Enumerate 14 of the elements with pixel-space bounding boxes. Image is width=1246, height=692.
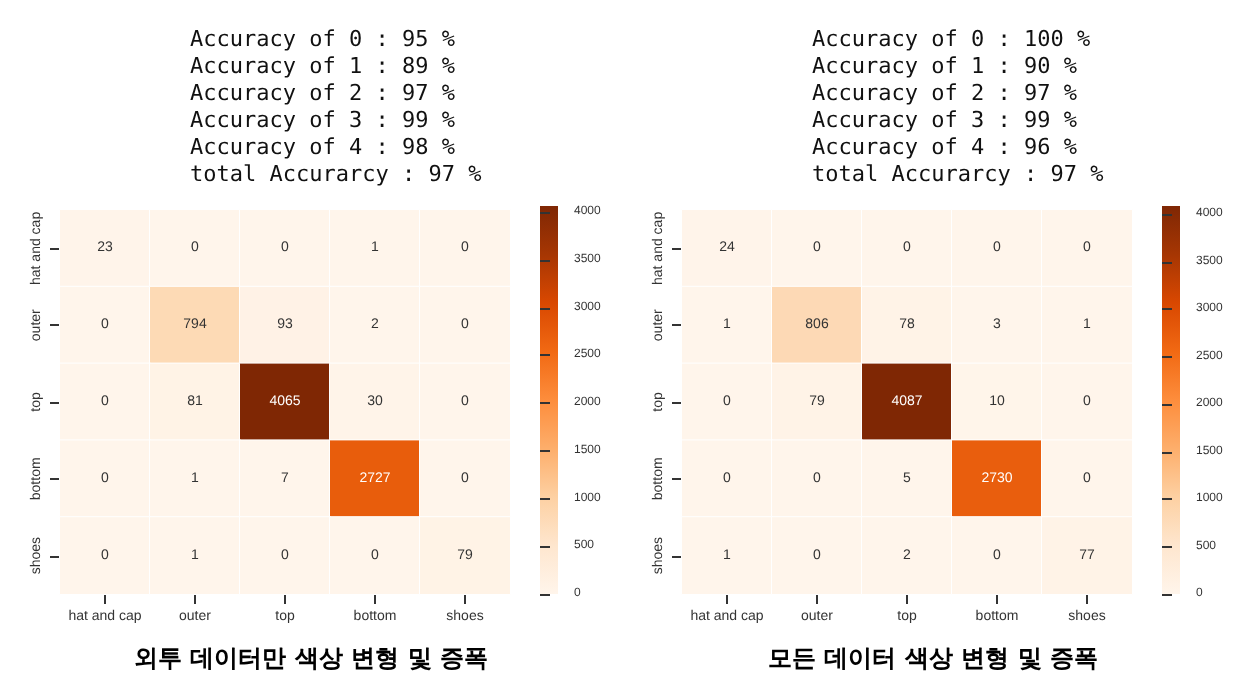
x-axis-title: 외투 데이터만 색상 변형 및 증폭 — [134, 644, 488, 672]
text: Accuracy of 3 : 99 % — [190, 107, 456, 133]
x-axis-title: 모든 데이터 색상 변형 및 증폭 — [768, 644, 1098, 672]
text: Accuracy of 1 : 90 % — [812, 53, 1078, 79]
text: Accuracy of 4 : 96 % — [812, 134, 1078, 160]
text: total Accurarcy : 97 % — [190, 161, 483, 187]
text: Accuracy of 0 : 95 % — [190, 26, 456, 52]
text: Accuracy of 0 : 100 % — [812, 26, 1091, 52]
text: Accuracy of 2 : 97 % — [190, 80, 456, 106]
text: Accuracy of 3 : 99 % — [812, 107, 1078, 133]
text: Accuracy of 4 : 98 % — [190, 134, 456, 160]
text: total Accurarcy : 97 % — [812, 161, 1105, 187]
text: Accuracy of 1 : 89 % — [190, 53, 456, 79]
text: Accuracy of 2 : 97 % — [812, 80, 1078, 106]
